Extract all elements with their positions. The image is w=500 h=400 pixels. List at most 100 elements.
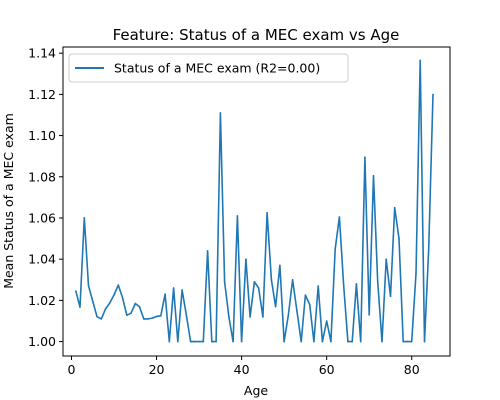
data-point [147,318,149,320]
series-line [76,60,433,341]
data-point [139,306,141,308]
data-point [228,316,230,318]
data-point [317,285,319,287]
data-point [220,112,222,114]
y-tick-label: 1.12 [28,87,56,102]
data-point [334,248,336,250]
data-point [164,293,166,295]
data-point [211,341,213,343]
data-point [330,341,332,343]
data-point [84,217,86,219]
data-point [254,281,256,283]
plot-frame [63,47,450,356]
data-point [343,285,345,287]
data-point [279,265,281,267]
legend: Status of a MEC exam (R2=0.00) [69,54,348,82]
x-tick-label: 60 [319,362,335,377]
y-tick-label: 1.08 [28,169,56,184]
data-point [309,304,311,306]
data-point [177,341,179,343]
data-point [407,341,409,343]
y-tick-label: 1.02 [28,293,56,308]
data-point [275,306,277,308]
data-point [160,315,162,317]
chart-title: Feature: Status of a MEC exam vs Age [113,26,400,44]
data-point [122,297,124,299]
data-point [296,310,298,312]
x-axis-label: Age [244,383,268,398]
data-point [245,258,247,260]
data-point [419,60,421,62]
data-point [326,320,328,322]
data-point [113,294,115,296]
data-point [207,250,209,252]
data-point [109,302,111,304]
data-point [373,175,375,177]
data-point [313,341,315,343]
y-tick-label: 1.00 [28,334,56,349]
data-point [322,341,324,343]
data-point [292,279,294,281]
data-point [130,312,132,314]
data-point [173,287,175,289]
x-tick-label: 40 [234,362,250,377]
y-axis-ticks: 1.00 1.02 1.04 1.06 1.08 1.10 1.12 1.14 [28,46,63,349]
data-point [266,212,268,214]
data-point [203,341,205,343]
data-point [105,308,107,310]
data-point [92,301,94,303]
data-point [288,314,290,316]
data-point [215,341,217,343]
data-point [190,341,192,343]
x-axis-ticks: 0 20 40 60 80 [68,356,420,377]
data-point [258,287,260,289]
data-point [390,296,392,298]
data-point [181,289,183,291]
data-point [356,283,358,285]
x-tick-label: 80 [404,362,420,377]
data-point [237,215,239,217]
legend-label: Status of a MEC exam (R2=0.00) [114,61,320,76]
data-point [377,281,379,283]
data-point [300,341,302,343]
data-point [347,341,349,343]
y-axis-label: Mean Status of a MEC exam [1,113,16,289]
data-point [152,317,154,319]
data-point [381,341,383,343]
data-point [232,341,234,343]
plot-area: 0 20 40 60 80 1.001.021.041.061.081.101.121.… [28,46,450,377]
data-point [194,341,196,343]
data-point [126,314,128,316]
data-point [432,94,434,96]
data-point [88,285,90,287]
data-point [79,306,81,308]
data-point [394,207,396,209]
data-point [135,303,137,305]
data-point [101,318,103,320]
data-point [428,248,430,250]
data-point [360,341,362,343]
data-point [186,314,188,316]
data-point [398,238,400,240]
data-point [169,341,171,343]
data-point [385,258,387,260]
data-point [424,341,426,343]
data-point [305,294,307,296]
data-point [241,341,243,343]
data-point [198,341,200,343]
data-point [283,341,285,343]
data-point [262,316,264,318]
data-point [364,156,366,158]
data-point [224,281,226,283]
data-point [271,279,273,281]
series-layer [75,60,434,343]
x-tick-label: 0 [68,362,76,377]
y-tick-label: 1.06 [28,210,56,225]
data-point [156,316,158,318]
data-point [75,290,77,292]
data-point [143,318,145,320]
data-point [249,316,251,318]
data-point [351,341,353,343]
y-tick-label: 1.10 [28,128,56,143]
